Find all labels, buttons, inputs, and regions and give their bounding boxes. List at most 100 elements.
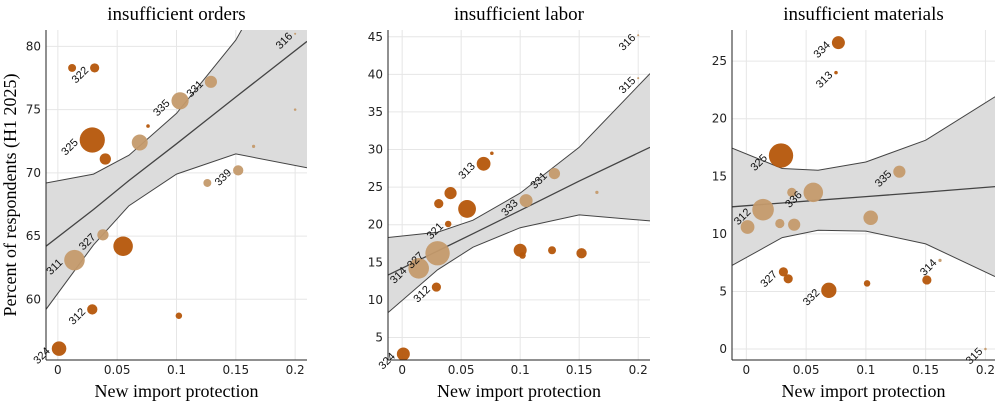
point-label: 313 xyxy=(814,69,835,90)
point xyxy=(64,249,85,271)
point xyxy=(175,312,183,319)
confidence-band xyxy=(46,30,307,310)
y-tick-label: 5 xyxy=(719,284,727,298)
band-upper xyxy=(46,30,243,184)
point xyxy=(251,144,256,148)
x-tick-label: 0.1 xyxy=(167,363,186,377)
point xyxy=(408,258,429,279)
y-tick-label: 15 xyxy=(712,169,727,183)
y-tick-label: 5 xyxy=(375,330,383,344)
point xyxy=(984,347,987,351)
x-tick-label: 0.15 xyxy=(912,363,939,377)
x-tick-label: 0.2 xyxy=(976,363,995,377)
y-tick-label: 80 xyxy=(26,39,41,53)
y-tick-label: 65 xyxy=(26,229,41,243)
point-label: 316 xyxy=(617,32,638,53)
point xyxy=(146,124,150,128)
point xyxy=(99,153,111,165)
point xyxy=(131,134,148,151)
point xyxy=(294,32,297,35)
band-lower xyxy=(388,214,650,313)
point xyxy=(637,77,640,80)
y-axis-label: Percent of respondents (H1 2025) xyxy=(0,74,21,317)
y-tick-label: 70 xyxy=(26,166,41,180)
band-upper xyxy=(388,73,650,238)
confidence-band xyxy=(732,96,995,277)
x-axis-label: New import protection xyxy=(782,381,946,401)
point xyxy=(821,282,837,298)
point-label: 327 xyxy=(758,269,779,290)
point xyxy=(171,92,189,110)
point xyxy=(444,220,452,228)
point xyxy=(293,108,297,111)
point xyxy=(637,34,640,37)
point xyxy=(519,252,526,259)
point-label: 339 xyxy=(213,167,234,188)
panel: insufficient orders New import protection… xyxy=(0,4,307,401)
panel: insufficient materials New import protect… xyxy=(712,4,995,401)
y-tick-label: 10 xyxy=(368,293,383,307)
point xyxy=(834,70,838,75)
y-tick-label: 15 xyxy=(368,255,383,269)
y-tick-label: 25 xyxy=(368,180,383,194)
y-tick-label: 75 xyxy=(26,103,41,117)
point xyxy=(396,347,410,360)
point xyxy=(90,63,100,73)
point-label: 324 xyxy=(31,345,52,366)
plot-area xyxy=(46,30,307,356)
point-label: 312 xyxy=(67,306,88,327)
point xyxy=(434,199,444,209)
panel-title: insufficient materials xyxy=(783,4,944,25)
plot-area xyxy=(732,36,995,351)
point xyxy=(431,282,441,292)
point xyxy=(203,179,212,187)
point xyxy=(444,187,457,200)
point xyxy=(519,194,533,208)
point xyxy=(548,167,561,180)
point-label: 332 xyxy=(801,287,822,308)
point-label: 314 xyxy=(918,257,939,278)
point xyxy=(576,248,587,259)
y-tick-label: 35 xyxy=(368,105,383,119)
x-tick-label: 0 xyxy=(398,363,406,377)
point xyxy=(233,165,244,176)
y-tick-label: 0 xyxy=(719,342,727,356)
point xyxy=(938,258,942,262)
x-tick-label: 0.1 xyxy=(511,363,530,377)
point xyxy=(113,236,133,256)
point-label: 325 xyxy=(59,137,80,158)
point xyxy=(425,241,450,266)
panel: insufficient labor New import protection 0… xyxy=(368,4,650,401)
point xyxy=(922,275,932,285)
point xyxy=(490,151,494,156)
x-tick-label: 0.05 xyxy=(104,363,131,377)
point xyxy=(51,341,67,356)
x-tick-label: 0 xyxy=(54,363,62,377)
point xyxy=(68,63,77,72)
plot-area xyxy=(388,34,650,360)
band-lower xyxy=(732,229,995,277)
point xyxy=(548,246,557,255)
point-label: 334 xyxy=(812,39,833,60)
point xyxy=(831,36,845,50)
point xyxy=(97,229,109,241)
x-tick-label: 0.1 xyxy=(856,363,875,377)
fit-line xyxy=(46,40,307,247)
panel-title: insufficient orders xyxy=(107,4,245,25)
point xyxy=(752,198,774,221)
point xyxy=(87,304,98,315)
y-tick-label: 30 xyxy=(368,143,383,157)
point-label: 313 xyxy=(456,160,477,181)
point xyxy=(863,280,871,287)
x-tick-label: 0.05 xyxy=(448,363,475,377)
point xyxy=(79,127,105,153)
y-tick-label: 10 xyxy=(712,227,727,241)
y-tick-label: 20 xyxy=(712,112,727,126)
point xyxy=(768,143,794,168)
panel-title: insufficient labor xyxy=(454,4,585,25)
y-tick-label: 25 xyxy=(712,54,727,68)
x-axis-label: New import protection xyxy=(437,381,601,401)
point xyxy=(788,218,801,231)
x-tick-label: 0.15 xyxy=(566,363,593,377)
